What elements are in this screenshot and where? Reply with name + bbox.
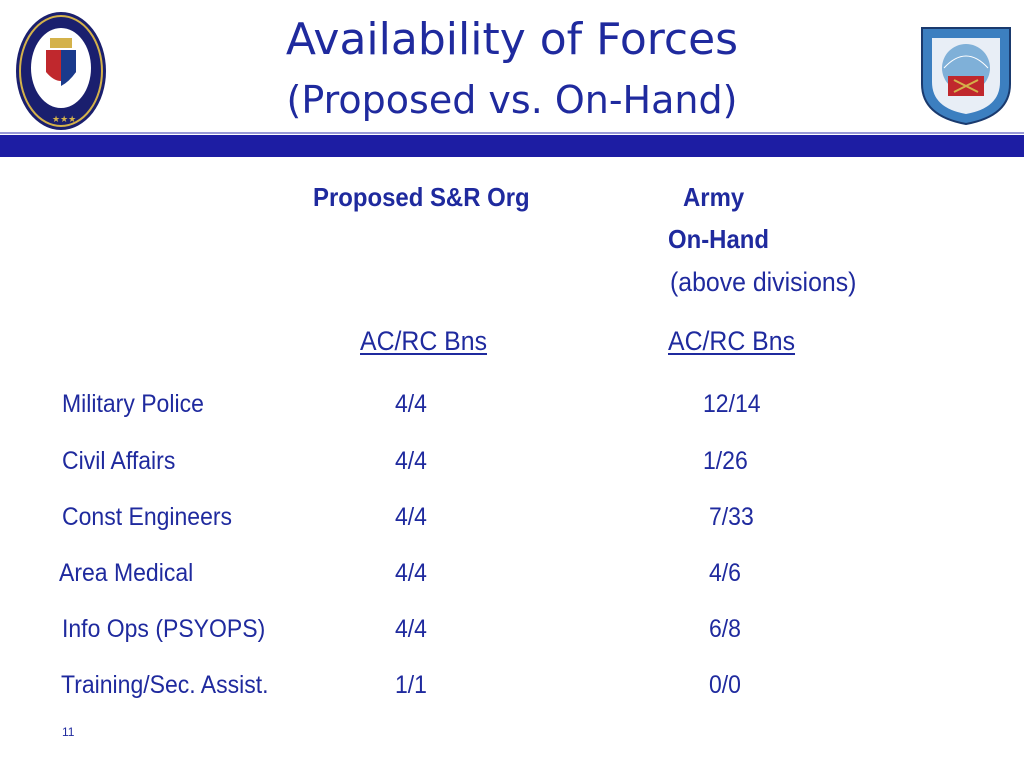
row-on-hand-value: 6/8 [709, 615, 741, 643]
svg-text:★★★: ★★★ [52, 115, 76, 125]
row-proposed-value: 4/4 [395, 447, 427, 475]
slide-title: Availability of Forces [285, 14, 739, 65]
row-on-hand-value: 7/33 [709, 503, 754, 531]
row-proposed-value: 4/4 [395, 559, 427, 587]
slide-subtitle: (Proposed vs. On-Hand) [286, 78, 738, 122]
column-header-army: Army [683, 182, 745, 212]
row-on-hand-value: 0/0 [709, 671, 741, 699]
column-unit-on-hand: AC/RC Bns [668, 326, 796, 356]
column-header-on-hand: On-Hand [668, 224, 769, 254]
center-technology-national-security-policy-seal-icon [918, 24, 1014, 126]
row-label: Const Engineers [62, 503, 233, 531]
row-on-hand-value: 12/14 [703, 390, 761, 418]
column-unit-proposed: AC/RC Bns [360, 326, 488, 356]
row-proposed-value: 4/4 [395, 390, 427, 418]
row-label: Training/Sec. Assist. [61, 671, 269, 699]
row-on-hand-value: 1/26 [703, 447, 748, 475]
row-proposed-value: 1/1 [395, 671, 427, 699]
row-proposed-value: 4/4 [395, 615, 427, 643]
row-label: Civil Affairs [62, 447, 176, 475]
column-header-proposed: Proposed S&R Org [313, 182, 530, 212]
row-label: Area Medical [59, 559, 194, 587]
national-defense-university-seal-icon: ★★★ [14, 10, 108, 132]
row-on-hand-value: 4/6 [709, 559, 741, 587]
page-number: 11 [62, 725, 75, 739]
title-divider-thin [0, 132, 1024, 134]
row-label: Military Police [62, 390, 204, 418]
row-label: Info Ops (PSYOPS) [62, 615, 266, 643]
row-proposed-value: 4/4 [395, 503, 427, 531]
title-divider-bar [0, 135, 1024, 157]
column-header-note: (above divisions) [670, 267, 857, 297]
